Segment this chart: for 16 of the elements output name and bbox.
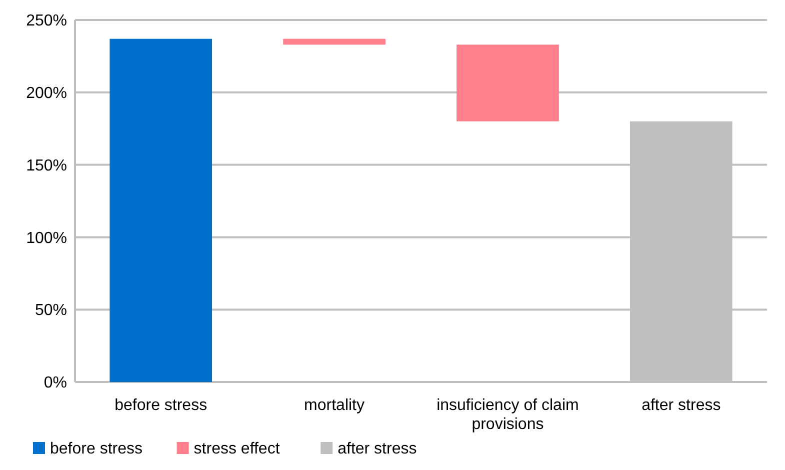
y-tick-label: 250% <box>26 12 67 30</box>
legend-label: after stress <box>338 440 417 458</box>
y-tick-label: 100% <box>26 230 67 247</box>
y-tick-label: 150% <box>26 157 67 174</box>
x-tick-label: insuficiency of claim provisions <box>436 397 579 433</box>
bar <box>456 44 559 122</box>
legend-label: stress effect <box>194 440 280 458</box>
y-tick-label: 50% <box>34 302 67 320</box>
x-tick-label: mortality <box>304 397 365 414</box>
bar <box>110 38 212 382</box>
bar <box>283 38 386 45</box>
y-tick-label: 0% <box>44 374 67 392</box>
legend-label: before stress <box>50 440 142 458</box>
x-tick-label: before stress <box>114 397 208 414</box>
x-tick-label: after stress <box>642 397 721 414</box>
y-tick-label: 200% <box>26 85 67 102</box>
